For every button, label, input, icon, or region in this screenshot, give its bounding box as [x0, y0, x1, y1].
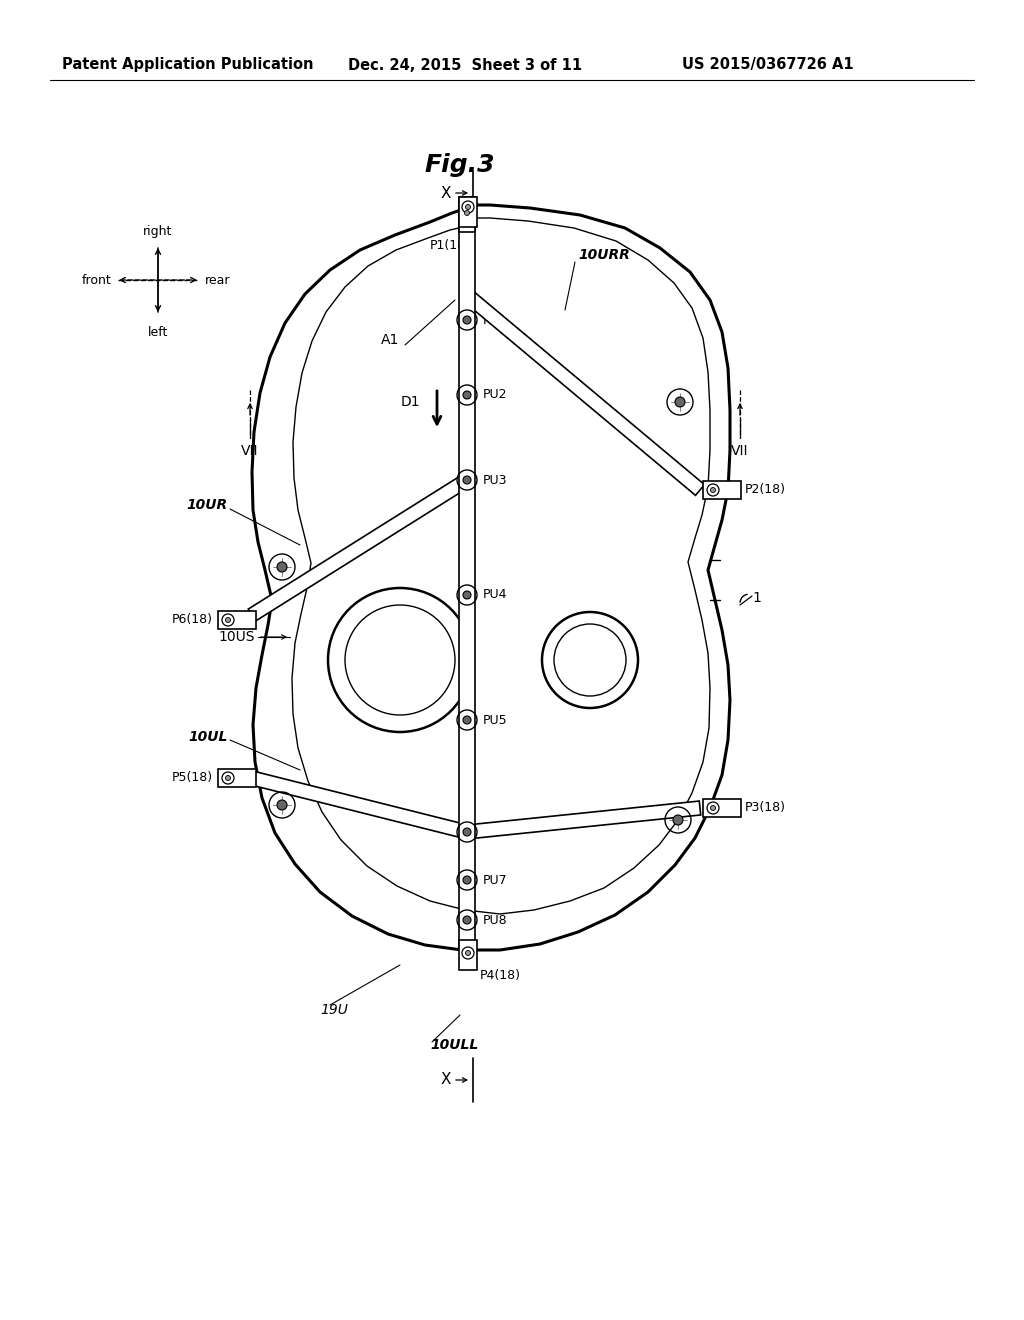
- Text: 10ULL: 10ULL: [430, 1038, 478, 1052]
- Text: VII: VII: [242, 444, 259, 458]
- Text: PU7: PU7: [483, 874, 508, 887]
- Circle shape: [463, 591, 471, 599]
- Text: left: left: [147, 326, 168, 339]
- Text: P4(18): P4(18): [480, 969, 521, 982]
- Text: Fig.3: Fig.3: [425, 153, 496, 177]
- Text: PU5: PU5: [483, 714, 508, 726]
- Circle shape: [463, 715, 471, 723]
- Text: 10UR: 10UR: [186, 498, 228, 512]
- Circle shape: [711, 805, 716, 810]
- Text: Patent Application Publication: Patent Application Publication: [62, 58, 313, 73]
- Polygon shape: [466, 801, 700, 840]
- Bar: [459, 197, 477, 227]
- Bar: [218, 611, 256, 630]
- Bar: [703, 480, 741, 499]
- Circle shape: [466, 205, 470, 210]
- Circle shape: [675, 397, 685, 407]
- Circle shape: [463, 876, 471, 884]
- Text: PU3: PU3: [483, 474, 508, 487]
- Bar: [459, 197, 475, 232]
- Text: P5(18): P5(18): [172, 771, 213, 784]
- Polygon shape: [463, 289, 705, 495]
- Text: P2(18): P2(18): [745, 483, 786, 496]
- Text: VII: VII: [731, 444, 749, 458]
- Text: Dec. 24, 2015  Sheet 3 of 11: Dec. 24, 2015 Sheet 3 of 11: [348, 58, 582, 73]
- Bar: [703, 799, 741, 817]
- Text: PU8: PU8: [483, 913, 508, 927]
- Text: rear: rear: [205, 273, 230, 286]
- Text: D1: D1: [400, 395, 420, 409]
- Text: right: right: [143, 224, 173, 238]
- Circle shape: [463, 916, 471, 924]
- Text: 10US: 10US: [218, 630, 255, 644]
- Bar: [459, 940, 477, 970]
- Circle shape: [278, 800, 287, 810]
- Text: PU1: PU1: [483, 314, 508, 326]
- Polygon shape: [250, 771, 469, 838]
- Circle shape: [463, 391, 471, 399]
- Text: PU2: PU2: [483, 388, 508, 401]
- Bar: [459, 205, 475, 950]
- Text: P6(18): P6(18): [172, 614, 213, 627]
- Text: X: X: [440, 186, 451, 201]
- Circle shape: [463, 477, 471, 484]
- Circle shape: [673, 814, 683, 825]
- Text: P1(18): P1(18): [430, 239, 471, 252]
- Text: P3(18): P3(18): [745, 801, 786, 814]
- Text: A1: A1: [381, 333, 399, 347]
- Circle shape: [711, 487, 716, 492]
- Text: PU4: PU4: [483, 589, 508, 602]
- Bar: [218, 770, 256, 787]
- Text: 10UL: 10UL: [188, 730, 228, 744]
- Circle shape: [463, 315, 471, 323]
- Circle shape: [278, 562, 287, 572]
- Text: 10URR: 10URR: [578, 248, 630, 261]
- Circle shape: [466, 950, 470, 956]
- Circle shape: [225, 776, 230, 780]
- Text: 19U: 19U: [319, 1003, 348, 1016]
- Text: US 2015/0367726 A1: US 2015/0367726 A1: [682, 58, 854, 73]
- Circle shape: [465, 210, 469, 215]
- Polygon shape: [248, 474, 471, 620]
- Circle shape: [225, 618, 230, 623]
- Text: 1: 1: [752, 591, 761, 605]
- Text: PU6: PU6: [483, 825, 508, 838]
- Text: front: front: [81, 273, 111, 286]
- Text: X: X: [440, 1072, 451, 1088]
- Circle shape: [463, 828, 471, 836]
